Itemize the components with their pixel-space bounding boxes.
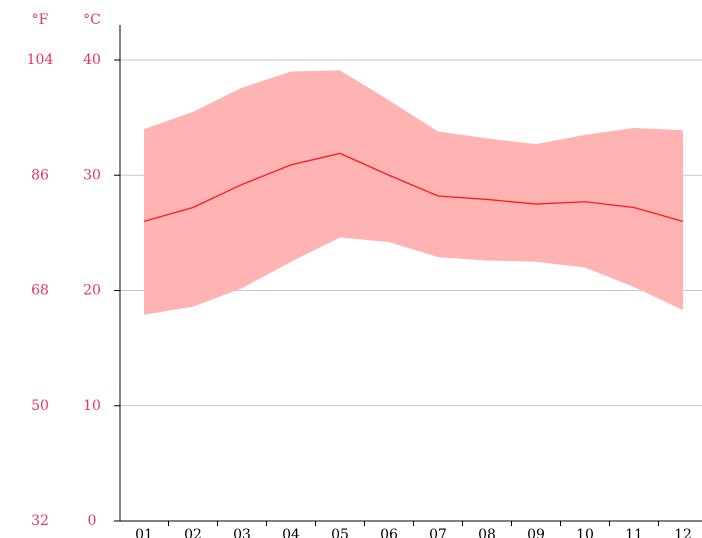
- x-tick-label: 02: [184, 527, 202, 538]
- x-tick-label: 05: [331, 527, 349, 538]
- x-tick-label: 01: [135, 527, 153, 538]
- x-tick-label: 11: [625, 527, 643, 538]
- y-tick-label: 40: [83, 52, 101, 68]
- y2-tick-label: 86: [31, 167, 49, 183]
- mean-line: [143, 152, 684, 222]
- y-unit: °C: [83, 12, 101, 28]
- x-tick-label: 03: [233, 527, 251, 538]
- y2-unit: °F: [32, 12, 49, 28]
- x-tick-label: 12: [674, 527, 692, 538]
- x-tick-label: 04: [282, 527, 300, 538]
- y2-tick-label: 68: [31, 283, 49, 299]
- y-tick-label: 0: [88, 513, 97, 529]
- x-tick-label: 06: [380, 527, 398, 538]
- y2-tick-label: 50: [31, 398, 49, 414]
- x-tick-label: 10: [576, 527, 594, 538]
- x-tick-label: 08: [478, 527, 496, 538]
- y-tick-label: 10: [83, 398, 101, 414]
- y-tick-label: 20: [83, 283, 101, 299]
- x-tick-label: 09: [527, 527, 545, 538]
- y2-tick-label: 32: [31, 513, 49, 529]
- y-tick-label: 30: [83, 167, 101, 183]
- y2-tick-label: 104: [27, 52, 54, 68]
- temperature-band: [144, 70, 683, 315]
- x-tick-label: 07: [429, 527, 447, 538]
